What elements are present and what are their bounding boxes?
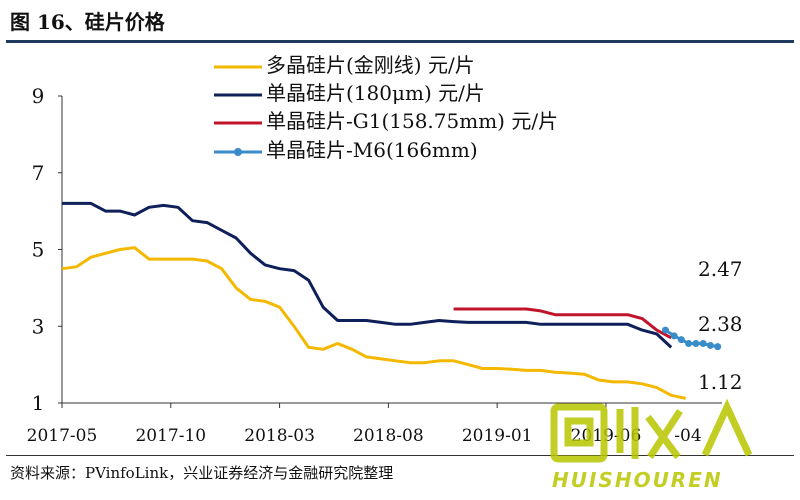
x-tick-label: 2019-01	[462, 426, 533, 446]
watermark-text: HUISHOUREN	[552, 468, 723, 492]
source-divider	[6, 455, 794, 456]
x-tick-label: -04	[674, 426, 701, 446]
y-tick-label: 7	[32, 161, 45, 185]
series-point	[714, 343, 722, 351]
value-annotation: 2.38	[698, 312, 743, 336]
figure-title: 图 16、硅片价格	[10, 10, 165, 34]
source-note: 资料来源：PVinfoLink，兴业证券经济与金融研究院整理	[10, 464, 394, 482]
x-tick-label: 2018-03	[244, 426, 315, 446]
series-point	[706, 341, 714, 349]
series-point	[699, 340, 707, 348]
series-point	[685, 340, 693, 348]
series-point	[692, 340, 700, 348]
watermark-logo: HUISHOUREN	[550, 398, 753, 492]
x-tick-label: 2017-10	[135, 426, 206, 446]
y-tick-label: 3	[32, 314, 45, 338]
legend-label: 多晶硅片(金刚线) 元/片	[266, 53, 475, 77]
series-line-1	[62, 201, 673, 349]
x-tick-label: 2018-08	[353, 426, 424, 446]
series-line-0	[61, 246, 687, 400]
series-point	[677, 336, 685, 344]
legend-label: 单晶硅片-G1(158.75mm) 元/片	[266, 109, 558, 133]
y-ticks: 9 7 5 3 1	[32, 84, 62, 415]
data-annotations: 2.47 2.38 1.12	[698, 257, 743, 394]
x-tick-label: 2017-05	[27, 426, 98, 446]
value-annotation: 2.47	[698, 257, 743, 281]
value-annotation: 1.12	[698, 370, 743, 394]
watermark-glyphs	[550, 398, 753, 463]
y-tick-label: 1	[32, 391, 45, 415]
legend-label: 单晶硅片(180μm) 元/片	[266, 81, 485, 105]
series-point	[661, 326, 669, 334]
title-underline	[6, 40, 794, 43]
series-layer	[61, 201, 722, 400]
legend-marker	[234, 148, 242, 156]
series-line-2	[453, 307, 672, 340]
y-tick-label: 5	[32, 238, 45, 262]
legend-label: 单晶硅片-M6(166mm)	[266, 138, 478, 162]
y-tick-label: 9	[32, 84, 45, 108]
series-point	[670, 332, 678, 340]
